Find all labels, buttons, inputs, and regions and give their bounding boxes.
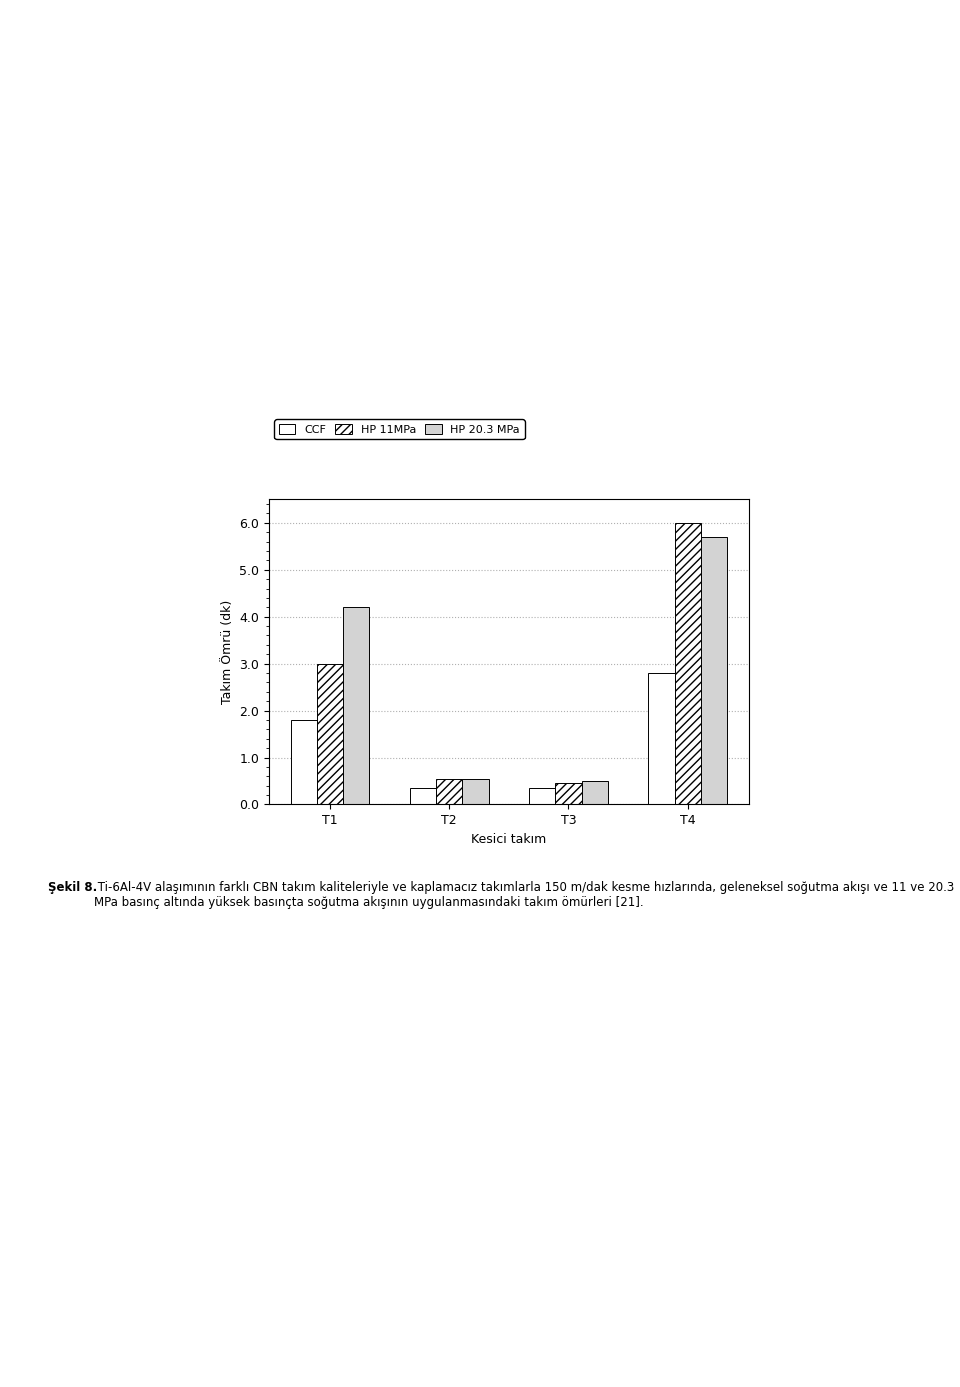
Bar — [701, 537, 727, 804]
Bar — [317, 663, 343, 804]
Text: Şekil 8.: Şekil 8. — [48, 881, 97, 893]
Bar — [410, 788, 436, 804]
Bar — [436, 778, 463, 804]
Bar — [529, 788, 555, 804]
Bar — [555, 784, 582, 804]
Bar — [582, 781, 608, 804]
Bar — [463, 778, 489, 804]
Bar — [675, 523, 701, 804]
Text: Ti-6Al-4V alaşımının farklı CBN takım kaliteleriyle ve kaplamасız takımlarla 150: Ti-6Al-4V alaşımının farklı CBN takım ka… — [94, 881, 954, 908]
Bar — [648, 673, 675, 804]
Bar — [291, 720, 317, 804]
X-axis label: Kesici takım: Kesici takım — [471, 832, 546, 846]
Bar — [343, 608, 370, 804]
Y-axis label: Takım Ömrü (dk): Takım Ömrü (dk) — [221, 599, 233, 705]
Legend: CCF, HP 11MPa, HP 20.3 MPa: CCF, HP 11MPa, HP 20.3 MPa — [275, 419, 524, 440]
